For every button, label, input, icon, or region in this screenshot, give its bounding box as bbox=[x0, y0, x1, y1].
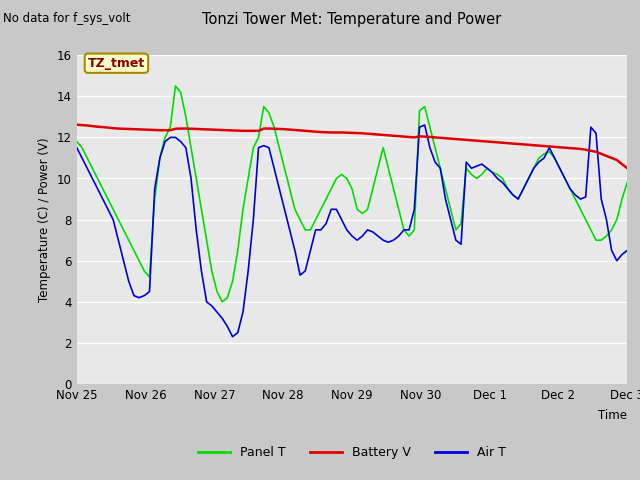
Text: Time: Time bbox=[598, 408, 627, 421]
Text: Tonzi Tower Met: Temperature and Power: Tonzi Tower Met: Temperature and Power bbox=[202, 12, 502, 27]
Legend: Panel T, Battery V, Air T: Panel T, Battery V, Air T bbox=[193, 441, 511, 464]
Text: No data for f_sys_volt: No data for f_sys_volt bbox=[3, 12, 131, 25]
Text: TZ_tmet: TZ_tmet bbox=[88, 57, 145, 70]
Y-axis label: Temperature (C) / Power (V): Temperature (C) / Power (V) bbox=[38, 137, 51, 302]
